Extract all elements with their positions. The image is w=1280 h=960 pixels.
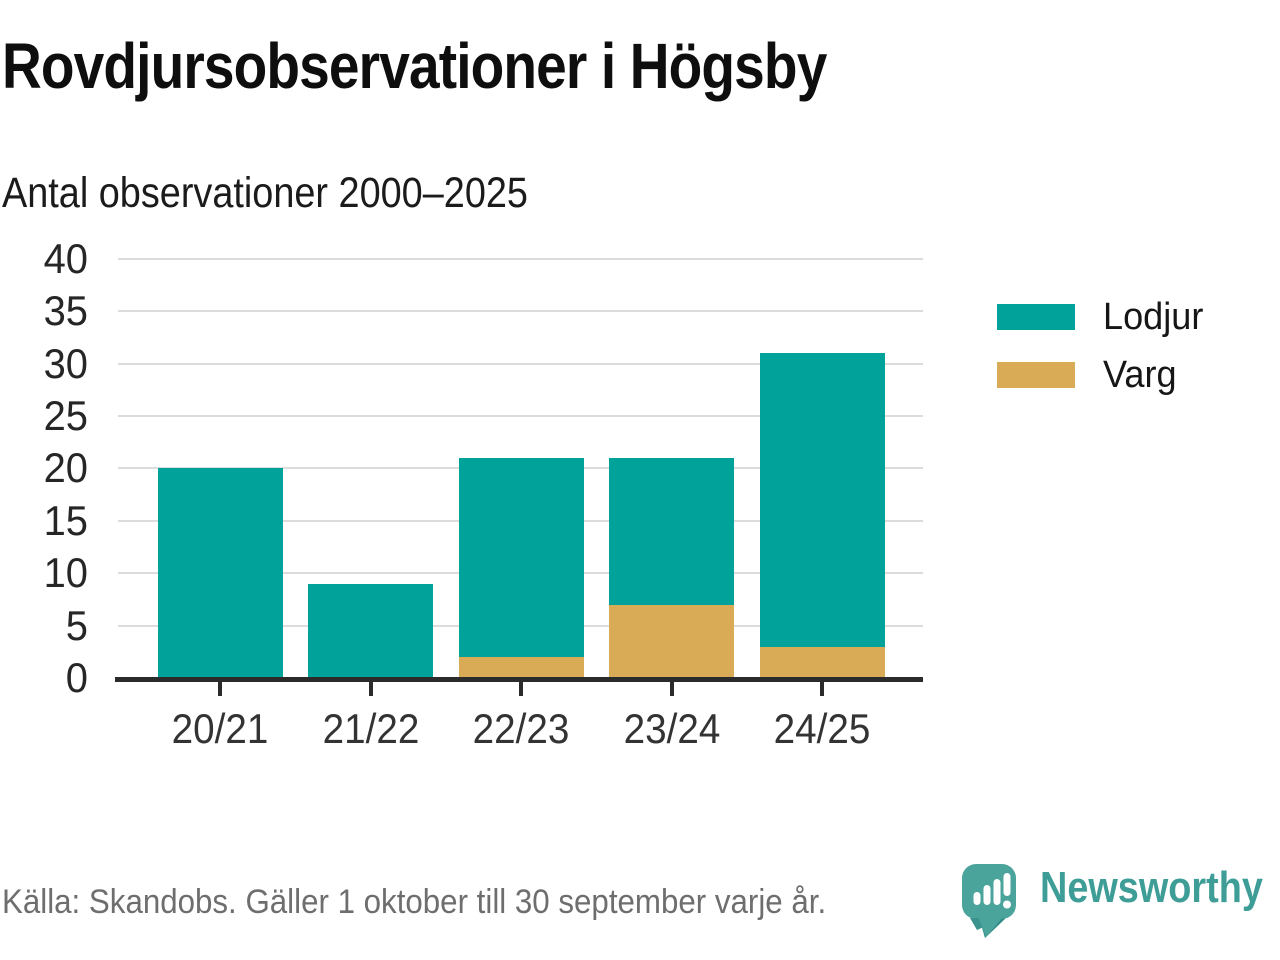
y-axis-tick-label: 5	[65, 601, 88, 649]
x-axis-tick	[519, 682, 523, 696]
bar-23-24-lodjur	[609, 457, 734, 605]
x-axis-tick	[820, 682, 824, 696]
y-axis-tick-label: 10	[43, 549, 88, 597]
y-axis-tick-label: 0	[65, 654, 88, 701]
x-axis-tick	[669, 682, 674, 696]
x-axis-category-label: 24/25	[773, 705, 871, 752]
gridline-35	[118, 310, 923, 313]
chart-subtitle: Antal observationer 2000–2025	[2, 169, 528, 217]
x-axis-category-label: 21/22	[322, 705, 419, 752]
x-axis-category-label: 23/24	[623, 705, 720, 752]
newsworthy-brand: Newsworthy	[1040, 866, 1280, 910]
chart-title: Rovdjursobservationer i Högsby	[2, 30, 827, 102]
bar-22-23-lodjur	[458, 457, 584, 658]
x-axis-tick	[368, 682, 373, 696]
y-axis-tick-label: 35	[43, 287, 88, 335]
legend-label: Varg	[1103, 354, 1177, 396]
y-axis-tick-label: 30	[43, 339, 88, 387]
legend-swatch-varg	[997, 362, 1075, 388]
x-axis-tick	[218, 682, 222, 696]
y-axis-tick-label: 25	[43, 392, 88, 439]
legend-label: Lodjur	[1103, 296, 1204, 338]
bar-24-25-varg	[759, 646, 885, 678]
newsworthy-wordmark: Newsworthy	[1040, 863, 1263, 912]
y-axis-tick-label: 40	[43, 234, 88, 282]
legend-swatch-lodjur	[997, 304, 1075, 330]
y-axis-tick-label: 20	[43, 444, 88, 492]
x-axis-line	[115, 677, 923, 682]
legend-item-lodjur: Lodjur	[997, 298, 1209, 336]
newsworthy-logo-icon	[962, 864, 1016, 938]
bar-23-24-varg	[609, 604, 734, 678]
gridline-25	[118, 415, 923, 417]
gridline-40	[118, 257, 923, 260]
bar-24-25-lodjur	[759, 353, 885, 647]
x-axis-category-label: 22/23	[472, 705, 570, 752]
bar-20-21-lodjur	[157, 468, 283, 678]
legend-item-varg: Varg	[997, 356, 1180, 394]
x-axis-category-label: 20/21	[171, 705, 269, 752]
bar-22-23-varg	[458, 657, 584, 678]
bar-21-22-lodjur	[308, 583, 433, 678]
y-axis-tick-label: 15	[43, 496, 88, 544]
gridline-30	[118, 362, 923, 365]
source-note: Källa: Skandobs. Gäller 1 oktober till 3…	[2, 883, 827, 921]
